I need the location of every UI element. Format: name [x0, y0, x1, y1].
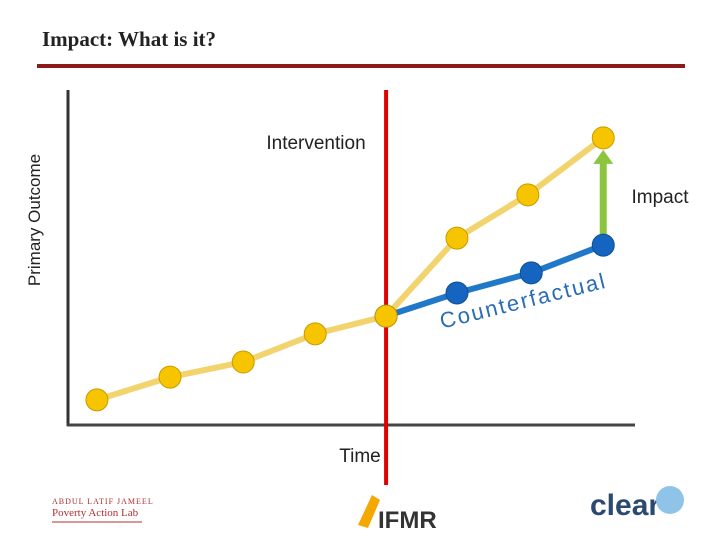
data-point — [85, 388, 109, 412]
data-point — [519, 261, 543, 285]
data-point — [445, 281, 469, 305]
logo-text: Poverty Action Lab — [52, 507, 139, 519]
series-line — [96, 135, 606, 403]
logo-text: IFMR — [378, 507, 437, 534]
data-point — [231, 350, 255, 374]
logo-icon — [656, 486, 684, 514]
y-axis-label: Primary Outcome — [25, 154, 44, 286]
logo-icon — [358, 495, 380, 528]
logo-text: clear — [590, 489, 660, 522]
data-point — [374, 304, 398, 328]
series-line — [385, 242, 605, 319]
data-point — [303, 322, 327, 346]
data-point — [591, 126, 615, 150]
impact-arrowhead — [593, 149, 614, 164]
data-point — [516, 183, 540, 207]
slide-title: Impact: What is it? — [42, 27, 216, 51]
data-point — [445, 226, 469, 250]
x-axis-label: Time — [339, 446, 381, 467]
annotation: Impact — [631, 187, 689, 208]
logo-text: ABDUL LATIF JAMEEL — [52, 497, 154, 506]
data-point — [591, 233, 615, 257]
annotation: Intervention — [266, 133, 365, 154]
data-point — [158, 365, 182, 389]
